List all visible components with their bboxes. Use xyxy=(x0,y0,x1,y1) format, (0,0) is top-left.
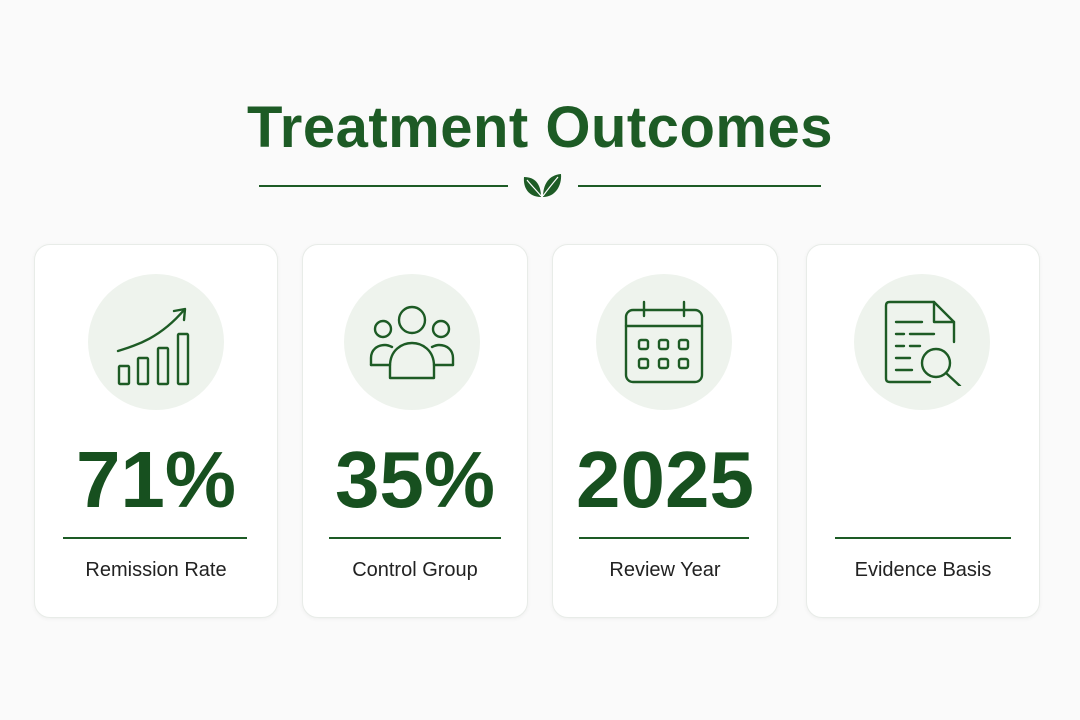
stat-card-review-year: 2025 Review Year xyxy=(552,244,778,618)
stat-divider xyxy=(579,537,749,539)
stat-label: Review Year xyxy=(609,559,721,581)
stat-label: Remission Rate xyxy=(85,559,227,581)
calendar-icon xyxy=(624,300,704,384)
stat-value: 2025 xyxy=(576,435,754,524)
page-title: Treatment Outcomes xyxy=(247,95,833,160)
title-divider-right xyxy=(578,185,821,187)
stat-divider xyxy=(63,537,247,539)
icon-badge xyxy=(854,274,990,410)
icon-badge xyxy=(596,274,732,410)
group-icon xyxy=(369,305,455,380)
stat-card-remission-rate: 71% Remission Rate xyxy=(34,244,278,618)
stat-value: 71% xyxy=(75,435,237,524)
stat-card-control-group: 35% Control Group xyxy=(302,244,528,618)
stat-label: Evidence Basis xyxy=(854,559,992,581)
document-search-icon xyxy=(884,300,962,386)
title-divider-left xyxy=(259,185,508,187)
growth-chart-icon xyxy=(116,307,190,386)
icon-badge xyxy=(344,274,480,410)
icon-badge xyxy=(88,274,224,410)
stat-label: Control Group xyxy=(352,559,478,581)
stat-divider xyxy=(329,537,501,539)
stat-card-evidence-basis: Evidence Basis xyxy=(806,244,1040,618)
leaf-icon xyxy=(523,174,562,197)
stat-value: 35% xyxy=(334,435,496,524)
stat-divider xyxy=(835,537,1011,539)
